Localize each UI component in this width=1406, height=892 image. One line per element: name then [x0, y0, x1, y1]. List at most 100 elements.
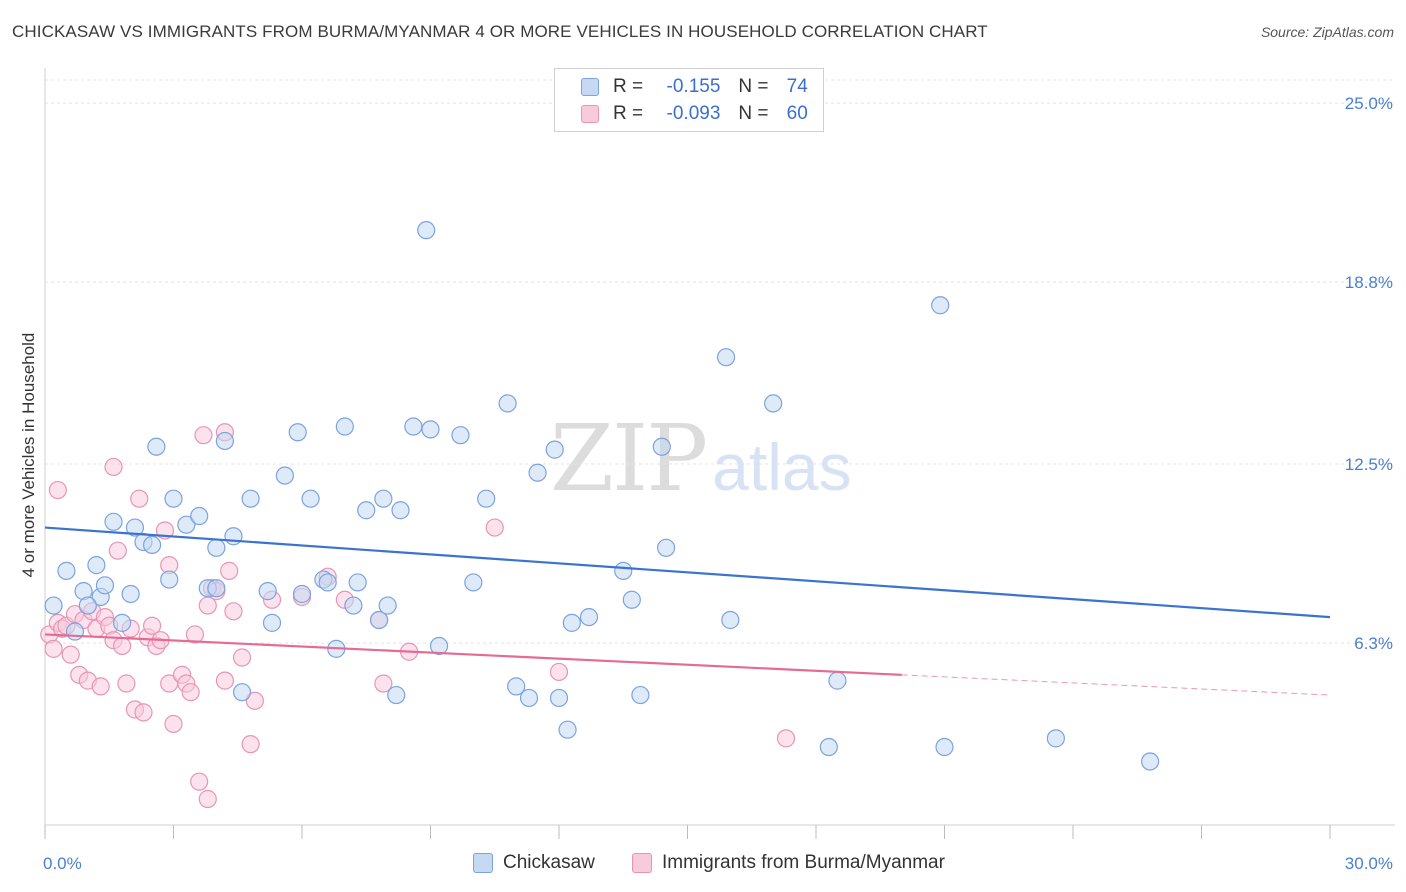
chickasaw-point — [464, 573, 483, 592]
legend-item-chickasaw[interactable]: Chickasaw — [473, 852, 595, 874]
chickasaw-point — [104, 512, 123, 531]
burma-point — [134, 703, 153, 722]
chickasaw-point — [614, 561, 633, 580]
chickasaw-point — [241, 489, 260, 508]
legend-n-value: 74 — [786, 76, 808, 97]
legend-row-chickasaw: R = -0.155 N = 74 — [555, 74, 808, 100]
chickasaw-point — [935, 737, 954, 757]
chickasaw-point — [275, 466, 294, 485]
burma-point — [130, 489, 149, 508]
chickasaw-point — [931, 296, 950, 315]
burma-point — [215, 671, 234, 690]
chickasaw-point — [87, 556, 106, 575]
x-tick-label: 30.0% — [1345, 854, 1393, 873]
chickasaw-point — [429, 636, 449, 656]
legend-item-label: Immigrants from Burma/Myanmar — [662, 852, 945, 873]
legend-swatch-pink — [581, 105, 599, 123]
legend-r-label: R = — [613, 103, 644, 124]
chickasaw-point — [258, 582, 277, 601]
chickasaw-point — [656, 538, 676, 557]
chickasaw-point — [579, 607, 599, 627]
chickasaw-point — [207, 538, 226, 557]
chickasaw-point — [370, 610, 389, 630]
burma-point — [44, 639, 63, 658]
legend-r-value: -0.155 — [666, 76, 721, 97]
chickasaw-point — [142, 535, 162, 555]
burma-point — [61, 645, 80, 664]
chickasaw-point — [215, 431, 234, 451]
chickasaw-point — [57, 561, 76, 580]
chickasaw-point — [1140, 752, 1160, 771]
chickasaw-point — [147, 437, 166, 456]
chickasaw-point — [528, 463, 547, 482]
watermark-zip: ZIP — [550, 405, 708, 512]
chickasaw-point — [190, 506, 209, 526]
chickasaw-point — [558, 720, 577, 739]
chickasaw-point — [819, 737, 838, 757]
chickasaw-point — [65, 622, 85, 641]
chickasaw-point — [374, 489, 393, 508]
chickasaw-point — [404, 417, 423, 436]
x-tick-label: 0.0% — [43, 854, 82, 873]
chickasaw-point — [519, 688, 539, 708]
legend-n-label: N = — [738, 103, 769, 124]
chickasaw-point — [301, 489, 320, 508]
burma-point — [245, 691, 264, 710]
burma-point — [485, 518, 504, 537]
burma-point — [164, 714, 183, 734]
burma-point — [776, 729, 796, 748]
chickasaw-point — [318, 573, 337, 592]
burma-point — [181, 683, 200, 702]
chickasaw-point — [631, 685, 650, 705]
chickasaw-point — [288, 423, 307, 442]
legend-n-value: 60 — [786, 103, 808, 124]
chickasaw-point — [387, 685, 406, 705]
legend-item-burma[interactable]: Immigrants from Burma/Myanmar — [632, 852, 945, 874]
chickasaw-point — [828, 671, 847, 690]
chickasaw-point — [125, 518, 145, 537]
burma-point — [549, 662, 569, 682]
burma-point — [185, 625, 205, 644]
legend-r-value: -0.093 — [666, 103, 721, 124]
chickasaw-point — [121, 584, 140, 604]
watermark-atlas: atlas — [712, 430, 852, 504]
chickasaw-point — [498, 394, 517, 413]
chart-title: CHICKASAW VS IMMIGRANTS FROM BURMA/MYANM… — [12, 22, 988, 41]
chickasaw-point — [417, 221, 436, 240]
chickasaw-point — [549, 688, 569, 708]
burma-point — [241, 735, 260, 754]
legend-swatch-blue — [581, 78, 599, 96]
burma-point — [104, 457, 123, 477]
tick-labels: 6.3% 12.5% 18.8% 25.0% 0.0% 30.0% — [43, 94, 1393, 873]
legend-swatch-blue — [473, 853, 493, 873]
chickasaw-point — [716, 348, 736, 367]
burma-point — [224, 602, 243, 621]
legend-item-label: Chickasaw — [503, 852, 595, 873]
chickasaw-point — [721, 610, 740, 630]
chickasaw-point — [545, 440, 564, 459]
burma-point — [48, 480, 67, 500]
burma-point — [194, 426, 213, 445]
series-immigrants-burma — [40, 423, 796, 809]
burma-point — [112, 636, 132, 656]
chickasaw-point — [378, 596, 397, 615]
burma-point — [108, 541, 127, 560]
legend-swatch-pink — [632, 853, 652, 873]
legend-n-label: N = — [738, 76, 769, 97]
source-label: Source: ZipAtlas.com — [1260, 24, 1394, 40]
burma-point — [220, 561, 239, 580]
chickasaw-point — [507, 677, 526, 696]
chickasaw-point — [622, 590, 641, 609]
axes — [44, 68, 1395, 839]
legend-row-burma: R = -0.093 N = 60 — [555, 101, 808, 127]
trend-line-chickasaw — [44, 526, 1331, 619]
chickasaw-point — [164, 489, 183, 508]
y-tick-label: 6.3% — [1354, 634, 1393, 653]
watermark: ZIPatlas — [550, 405, 852, 512]
chickasaw-point — [764, 394, 783, 413]
trend-line-burma — [44, 633, 902, 676]
chickasaw-point — [160, 570, 179, 589]
y-tick-label: 12.5% — [1345, 455, 1393, 474]
chickasaw-point — [348, 573, 367, 592]
